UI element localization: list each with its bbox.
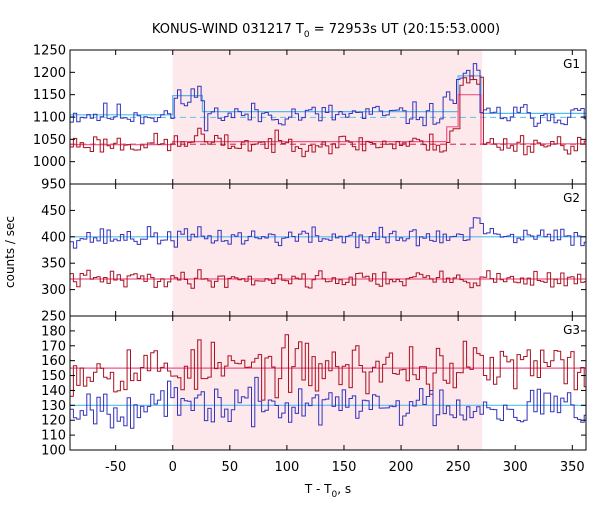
y-tick-label: 450 bbox=[41, 204, 66, 219]
panel-label: G3 bbox=[563, 323, 580, 337]
series-red bbox=[70, 269, 586, 289]
y-tick-label: 120 bbox=[41, 414, 66, 429]
fit-level-red bbox=[70, 94, 586, 146]
y-tick-label: 1000 bbox=[33, 155, 66, 170]
y-tick-label: 950 bbox=[41, 178, 66, 193]
x-tick-label: -50 bbox=[105, 460, 126, 475]
source-interval bbox=[172, 184, 483, 316]
x-tick-label: 300 bbox=[503, 460, 528, 475]
y-tick-label: 400 bbox=[41, 230, 66, 245]
y-tick-label: 1250 bbox=[33, 44, 66, 59]
y-tick-label: 170 bbox=[41, 339, 66, 354]
x-tick-label: 150 bbox=[332, 460, 357, 475]
series-red bbox=[70, 75, 586, 158]
y-tick-label: 1050 bbox=[33, 133, 66, 148]
chart-title: KONUS-WIND 031217 T0 = 72953s UT (20:15:… bbox=[152, 22, 500, 40]
series-red bbox=[70, 334, 586, 401]
y-tick-label: 1200 bbox=[33, 66, 66, 81]
x-tick-label: 0 bbox=[169, 460, 177, 475]
x-tick-label: 50 bbox=[222, 460, 239, 475]
y-tick-label: 130 bbox=[41, 399, 66, 414]
source-interval bbox=[172, 316, 483, 450]
panel-label: G1 bbox=[563, 57, 580, 71]
panel-g1: 950 1000 1050 1100 1150 1200 1250 G1 bbox=[33, 44, 587, 193]
x-tick-label: 200 bbox=[389, 460, 414, 475]
x-tick-label: 250 bbox=[446, 460, 471, 475]
y-tick-label: 110 bbox=[41, 429, 66, 444]
series-blue bbox=[70, 217, 586, 249]
x-tick-label: 350 bbox=[560, 460, 585, 475]
y-tick-label: 1100 bbox=[33, 111, 66, 126]
y-tick-label: 160 bbox=[41, 354, 66, 369]
x-axis-label: T - T0, s bbox=[304, 482, 351, 500]
y-axis-label: counts / sec bbox=[3, 216, 17, 288]
panel-frame bbox=[69, 315, 587, 451]
series-blue bbox=[70, 376, 586, 429]
y-tick-label: 100 bbox=[41, 444, 66, 459]
y-tick-label: 140 bbox=[41, 384, 66, 399]
panel-label: G2 bbox=[563, 191, 580, 205]
y-tick-label: 1150 bbox=[33, 88, 66, 103]
panel-g2: 250 300 350 400 450 G2 bbox=[41, 183, 587, 325]
y-tick-label: 150 bbox=[41, 369, 66, 384]
y-tick-label: 180 bbox=[41, 324, 66, 339]
x-tick-label: 100 bbox=[274, 460, 299, 475]
chart-panels: 950100010501100115012001250G125030035040… bbox=[33, 44, 587, 475]
y-tick-label: 350 bbox=[41, 257, 66, 272]
y-tick-label: 250 bbox=[41, 310, 66, 325]
series-blue bbox=[70, 63, 586, 132]
y-tick-label: 300 bbox=[41, 283, 66, 298]
